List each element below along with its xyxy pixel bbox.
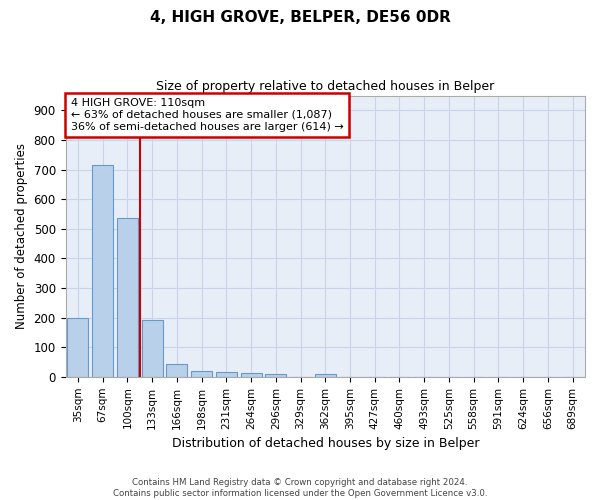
Bar [191,371,212,377]
Bar [67,318,88,377]
Text: Contains HM Land Registry data © Crown copyright and database right 2024.
Contai: Contains HM Land Registry data © Crown c… [113,478,487,498]
Bar [117,218,138,377]
Text: 4 HIGH GROVE: 110sqm
← 63% of detached houses are smaller (1,087)
36% of semi-de: 4 HIGH GROVE: 110sqm ← 63% of detached h… [71,98,343,132]
Title: Size of property relative to detached houses in Belper: Size of property relative to detached ho… [156,80,494,93]
Bar [166,364,187,377]
Bar [265,374,286,377]
Bar [315,374,336,377]
Bar [216,372,237,377]
Y-axis label: Number of detached properties: Number of detached properties [15,143,28,329]
Text: 4, HIGH GROVE, BELPER, DE56 0DR: 4, HIGH GROVE, BELPER, DE56 0DR [149,10,451,25]
Bar [92,165,113,377]
X-axis label: Distribution of detached houses by size in Belper: Distribution of detached houses by size … [172,437,479,450]
Bar [241,372,262,377]
Bar [142,320,163,377]
